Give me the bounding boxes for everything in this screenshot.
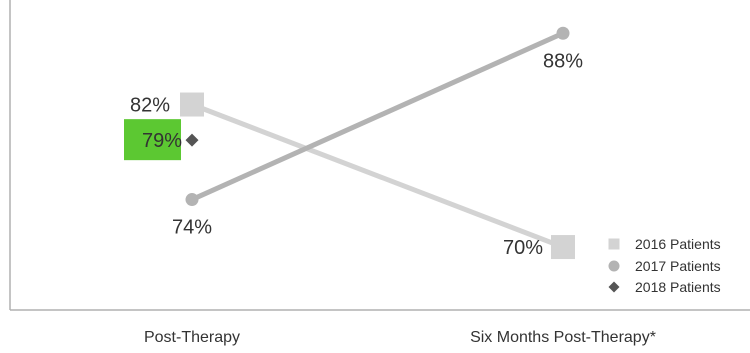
legend-marker-2018-patients [608, 281, 620, 293]
2016-patients-label-2: 70% [503, 237, 543, 259]
series-lines [190, 30, 565, 250]
2016-patients-line [191, 102, 564, 250]
x-tick-labels: Post-Therapy Six Months Post-Therapy* [144, 329, 656, 346]
2018-patients-marker-1 [185, 133, 199, 147]
legend: 2016 Patients 2017 Patients 2018 Patients [608, 236, 721, 295]
legend-marker-2017-patients [608, 260, 620, 272]
2017-patients-label-2: 88% [543, 50, 583, 72]
2017-patients-marker-2 [556, 26, 570, 40]
legend-label-2016-patients: 2016 Patients [635, 236, 721, 252]
2016-patients-marker-2 [551, 235, 575, 260]
2017-patients-line [190, 30, 565, 202]
2018-patients-label-1: 79% [142, 130, 182, 152]
2016-patients-marker-1 [180, 92, 204, 117]
2016-patients-label-1: 82% [130, 95, 170, 117]
2018-patients-label-highlight [124, 119, 181, 161]
x-tick-label-2: Six Months Post-Therapy* [470, 329, 656, 346]
2017-patients-label-1: 74% [172, 217, 212, 239]
series-markers [180, 26, 575, 260]
legend-label-2017-patients: 2017 Patients [635, 258, 721, 274]
x-tick-label-1: Post-Therapy [144, 329, 240, 346]
2017-patients-marker-1 [185, 193, 199, 207]
data-labels: 82% 70% 74% 88% 79% [124, 50, 583, 259]
legend-marker-2016-patients [608, 238, 620, 250]
legend-label-2018-patients: 2018 Patients [635, 279, 721, 295]
